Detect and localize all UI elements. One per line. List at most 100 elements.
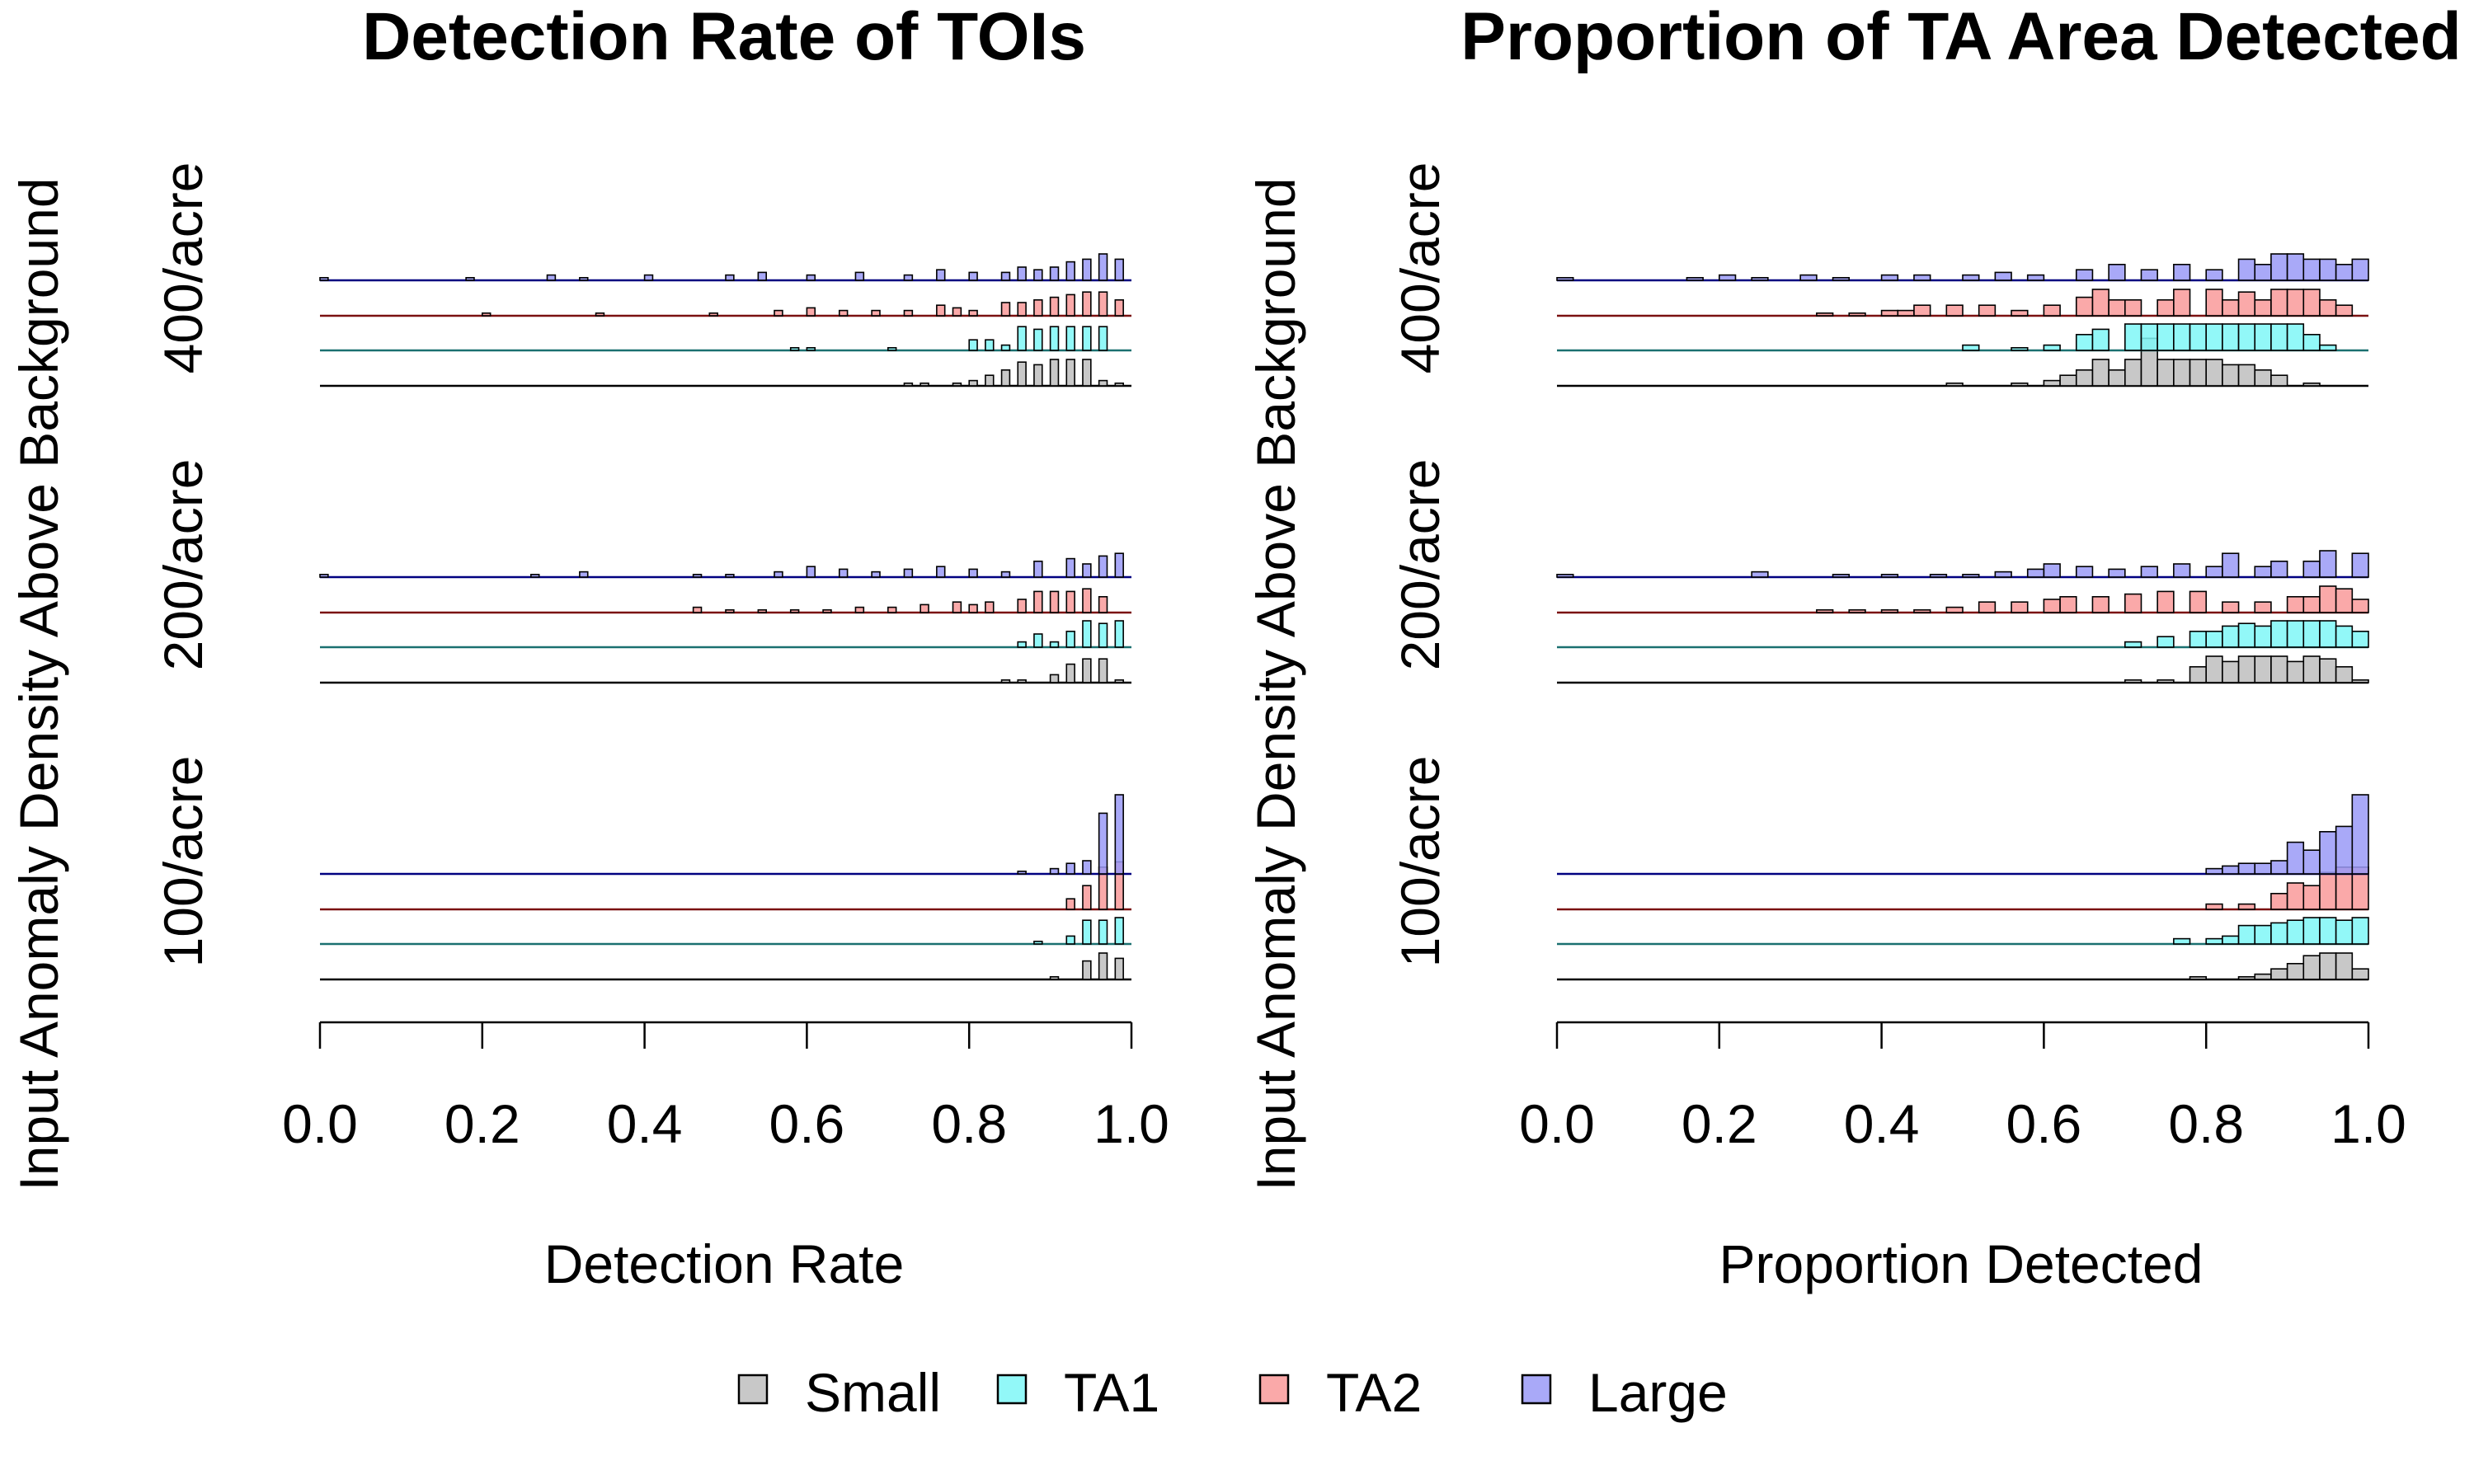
series-small-400-acre [1557, 337, 2368, 387]
series-small-200-acre [1557, 655, 2369, 684]
histogram-bar [465, 276, 475, 281]
histogram-bar [2254, 323, 2272, 351]
histogram-bar [2237, 903, 2256, 910]
histogram-bar [2222, 660, 2240, 683]
histogram-bar [1082, 291, 1092, 317]
histogram-bar [757, 271, 767, 281]
histogram-bar [2157, 679, 2175, 683]
histogram-bar [1065, 663, 1075, 683]
histogram-bar [1556, 276, 1574, 281]
histogram-bar [838, 568, 849, 578]
histogram-bar [692, 606, 703, 613]
histogram-bar [2205, 903, 2223, 910]
histogram-bar [1000, 271, 1011, 281]
histogram-bar [2108, 263, 2126, 281]
histogram-bar [530, 573, 540, 578]
histogram-bar [2286, 841, 2305, 875]
histogram-bar [1017, 361, 1027, 387]
histogram-bar [1098, 595, 1108, 613]
histogram-bar [2108, 568, 2126, 578]
x-tick-label: 0.6 [2006, 1093, 2082, 1154]
legend-swatch [737, 1374, 769, 1405]
histogram-bar [952, 382, 962, 387]
histogram-bar [692, 573, 703, 578]
histogram-bar [1114, 679, 1124, 683]
histogram-bar [920, 603, 929, 613]
chart-title: Proportion of TA Area Detected [1460, 0, 2461, 74]
x-tick-label: 0.2 [1681, 1093, 1757, 1154]
histogram-bar [1799, 274, 1818, 281]
histogram-bar [2205, 269, 2223, 281]
histogram-bar [2286, 919, 2305, 945]
histogram-bar [2319, 917, 2337, 945]
histogram-bar [1098, 291, 1108, 317]
histogram-bar [2059, 595, 2077, 613]
histogram-bar [2335, 304, 2354, 317]
x-tick-label: 0.0 [1519, 1093, 1595, 1154]
histogram-bar [968, 309, 978, 317]
histogram-bar [1098, 952, 1108, 980]
group-label-100: 100/acre [1390, 756, 1451, 968]
histogram-bar [1033, 633, 1043, 648]
histogram-bar [2302, 560, 2321, 578]
x-tick-label: 0.6 [769, 1093, 845, 1154]
histogram-bar [2075, 369, 2094, 387]
histogram-bar [1962, 573, 1980, 578]
histogram-bar [1017, 326, 1027, 351]
histogram-bar [2237, 291, 2256, 317]
histogram-bar [2351, 794, 2369, 875]
series-large-400-acre [1556, 253, 2369, 282]
series-ta1-100-acre [320, 917, 1131, 946]
histogram-bar [1033, 590, 1043, 613]
legend-item-ta1: TA1 [996, 1362, 1159, 1423]
series-large-200-acre [319, 552, 1131, 579]
histogram-bar [2270, 655, 2288, 683]
histogram-bar [2237, 655, 2256, 683]
histogram-bar [1017, 679, 1027, 683]
histogram-bar [1098, 379, 1108, 387]
histogram-bar [1065, 359, 1075, 387]
histogram-bar [579, 571, 589, 578]
histogram-bar [1082, 258, 1092, 281]
histogram-bar [1000, 369, 1011, 387]
histogram-bar [2091, 359, 2109, 387]
histogram-bar [1033, 560, 1043, 578]
histogram-bar [2205, 323, 2223, 351]
histogram-bar [2222, 935, 2240, 945]
histogram-bar [2222, 865, 2240, 875]
histogram-bar [774, 309, 783, 317]
histogram-bar [887, 606, 897, 613]
histogram-bar [2043, 599, 2061, 613]
histogram-bar [2254, 655, 2272, 683]
histogram-bar [2237, 924, 2256, 945]
histogram-bar [2335, 263, 2354, 281]
histogram-bar [2302, 917, 2321, 945]
histogram-bar [806, 346, 816, 351]
histogram-bar [985, 601, 995, 613]
histogram-bar [1098, 326, 1108, 351]
histogram-bar [1962, 274, 1980, 281]
histogram-bar [1880, 573, 1899, 578]
histogram-bar [774, 571, 783, 578]
histogram-bar [1082, 563, 1092, 578]
histogram-bar [2075, 296, 2094, 317]
histogram-bar [2302, 655, 2321, 683]
histogram-bar [2302, 333, 2321, 351]
group-label-200: 200/acre [153, 459, 214, 671]
series-ta2-200-acre [320, 588, 1131, 614]
histogram-bar [903, 309, 914, 317]
histogram-bar [2335, 625, 2354, 648]
histogram-bar [2254, 369, 2272, 387]
legend-swatch [996, 1374, 1028, 1405]
histogram-bar [1049, 867, 1060, 875]
histogram-bar [2157, 323, 2175, 351]
histogram-bar [2286, 595, 2305, 613]
histogram-bar [2205, 566, 2223, 578]
histogram-bar [1049, 326, 1060, 351]
histogram-bar [1065, 261, 1075, 281]
histogram-bar [968, 271, 978, 281]
histogram-bar [936, 269, 946, 281]
histogram-bar [2302, 955, 2321, 980]
histogram-bar [2335, 825, 2354, 875]
